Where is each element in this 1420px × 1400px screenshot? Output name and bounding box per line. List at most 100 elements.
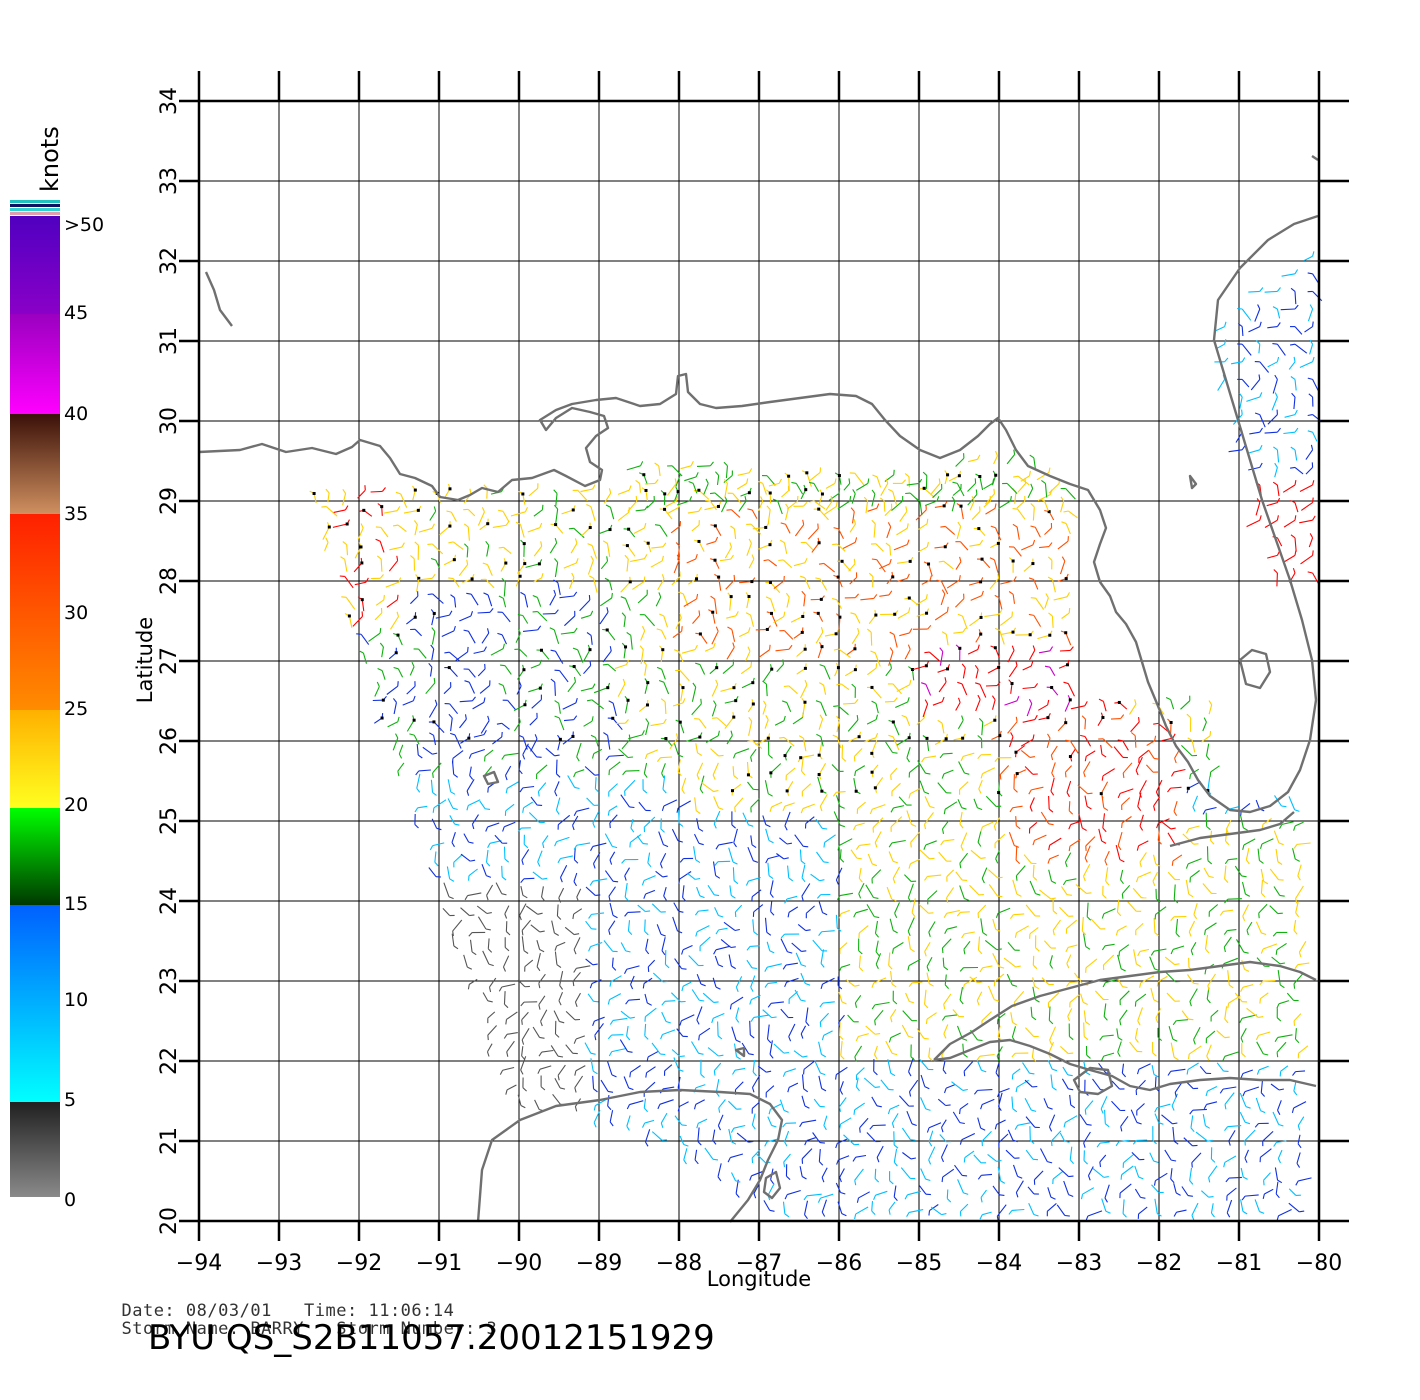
wind-vector [748,558,755,569]
wind-vector [817,646,823,659]
wind-vector-barb [518,769,523,775]
wind-vector [1228,858,1238,861]
wind-vector [1025,904,1036,917]
wind-vector [593,578,598,593]
wind-vector [660,1112,668,1124]
wind-vector [1260,879,1264,894]
wind-vector [840,683,850,691]
wind-vector-barb [750,986,754,992]
wind-vector [599,611,609,625]
wind-vector-barb [801,950,807,952]
wind-vector [890,816,903,828]
wind-vector [1158,818,1170,824]
wind-vector [1070,705,1085,710]
wind-vector-barb [748,538,752,544]
wind-vector-barb [874,842,878,848]
wind-vector [468,799,481,807]
wind-vector-barb [893,1161,898,1167]
wind-vector-barb [321,506,327,508]
wind-vector [980,918,984,933]
wind-vector [714,955,719,965]
wind-vector [919,500,923,516]
wind-vector [987,985,995,1000]
wind-vector-barb [1293,1090,1298,1096]
wind-vector [802,738,807,752]
wind-vector [1104,943,1115,947]
wind-vector [726,647,735,660]
wind-vector [731,629,736,642]
wind-vector [682,981,692,987]
wind-vector-barb [1294,304,1299,310]
wind-vector [1205,806,1217,811]
wind-vector [412,489,416,501]
wind-vector-barb [1219,911,1224,916]
wind-vector [819,1012,830,1023]
wind-vector [999,1087,1010,1093]
wind-vector-barb [575,697,578,704]
wind-vector [975,669,979,679]
wind-vector-barb [852,489,856,494]
wind-vector-barb [782,1071,786,1077]
wind-vector [646,500,655,509]
wind-vector [414,628,422,637]
wind-vector-barb [521,1055,526,1061]
wind-vector [593,1109,601,1123]
wind-vector-barb [682,897,687,902]
wind-vector-barb [398,753,403,759]
wind-vector [502,955,510,968]
wind-vector [1241,881,1246,895]
wind-vector [779,837,788,845]
wind-vector [1121,884,1131,895]
wind-vector [1276,1041,1287,1053]
wind-vector-barb [1051,772,1055,778]
wind-vector [522,743,529,755]
wind-vector [519,648,528,657]
wind-vector-barb [799,1122,803,1128]
wind-vector [964,976,978,985]
wind-vector [680,465,692,470]
rain-flag-dot [1068,698,1072,702]
wind-vector [987,1153,997,1162]
wind-vector [841,560,852,572]
rain-flag-dot [819,597,823,601]
rain-flag-dot [554,523,558,527]
wind-vector-barb [854,537,858,543]
wind-vector-barb [729,542,733,548]
wind-vector [655,596,662,607]
wind-vector [485,849,489,863]
wind-vector-barb [1223,930,1228,935]
wind-vector [725,465,728,479]
wind-vector-barb [1011,645,1015,651]
wind-vector [833,811,841,826]
wind-vector [737,472,750,476]
colorbar-band-35-40 [10,414,60,514]
wind-vector [1298,1177,1312,1182]
wind-vector [729,885,732,896]
wind-vector [1121,1165,1134,1176]
wind-vector-barb [1135,770,1139,776]
wind-vector-barb [1258,374,1261,380]
wind-vector [503,581,506,597]
wind-vector-barb [1081,930,1087,936]
wind-vector-barb [1047,556,1053,561]
wind-vector-barb [1028,470,1031,476]
wind-vector-barb [943,809,946,815]
wind-vector [528,812,541,824]
wind-vector-barb [658,592,662,598]
rain-flag-dot [998,734,1002,738]
coastline-florida-east [1212,214,1319,701]
wind-vector [1202,721,1207,732]
wind-vector-barb [489,608,494,613]
wind-vector [504,821,516,828]
wind-vector [983,482,993,490]
wind-vector-barb [1279,894,1285,897]
wind-vector [1170,1042,1175,1058]
wind-vector-barb [486,1051,490,1057]
wind-vector [677,800,691,809]
wind-vector-barb [1050,790,1055,796]
wind-vector [872,804,886,810]
wind-vector-barb [1175,1192,1181,1196]
wind-vector [1248,290,1260,293]
wind-vector-barb [744,495,747,502]
wind-vector-barb [994,627,1000,631]
